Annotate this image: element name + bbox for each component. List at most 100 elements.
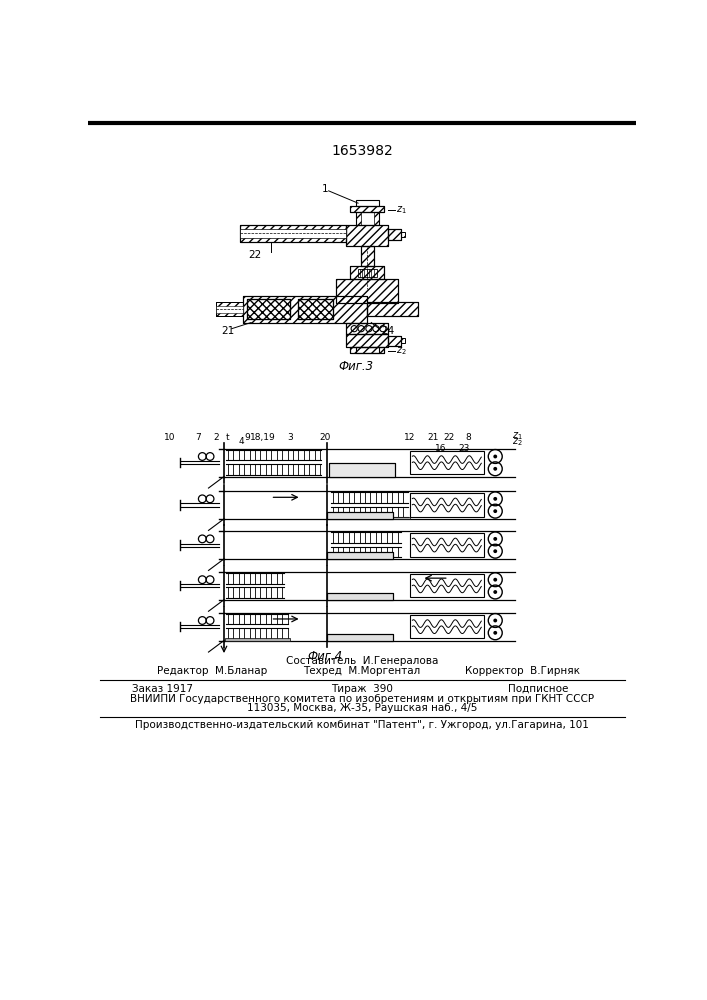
Bar (327, 634, 393, 641)
Bar (401, 232, 404, 237)
Text: t: t (226, 433, 230, 442)
Bar (368, 302, 418, 316)
Circle shape (493, 578, 497, 582)
Bar (247, 299, 290, 319)
Bar (327, 512, 393, 519)
Bar (329, 517, 410, 519)
Bar (298, 299, 332, 319)
Text: 24: 24 (381, 326, 395, 336)
Bar (356, 200, 379, 206)
Text: 22: 22 (443, 433, 455, 442)
Bar (346, 225, 388, 246)
Bar (388, 229, 401, 240)
Bar (346, 323, 388, 334)
Text: Заказ 1917: Заказ 1917 (132, 684, 192, 694)
Bar (337, 279, 398, 303)
Bar (240, 225, 346, 242)
Bar (373, 212, 379, 225)
Bar (388, 229, 401, 240)
Bar (351, 206, 385, 212)
Bar (351, 347, 385, 353)
Bar (298, 299, 332, 319)
Text: 21: 21 (428, 433, 439, 442)
Text: 23: 23 (459, 444, 470, 453)
Text: Редактор  М.Бланар: Редактор М.Бланар (157, 666, 267, 676)
Bar (388, 336, 401, 346)
Text: $z_2$: $z_2$ (513, 436, 523, 448)
Bar (358, 269, 377, 277)
Bar (346, 225, 388, 246)
Bar (337, 279, 398, 303)
Text: 4: 4 (238, 437, 244, 446)
Bar (351, 266, 385, 279)
Bar (329, 463, 395, 477)
Text: 21: 21 (221, 326, 235, 336)
Circle shape (493, 631, 497, 635)
Circle shape (493, 537, 497, 541)
Bar (240, 225, 346, 242)
Text: 8: 8 (465, 433, 471, 442)
Text: 1653982: 1653982 (331, 144, 393, 158)
Text: 7: 7 (196, 433, 201, 442)
Text: 20: 20 (319, 433, 330, 442)
Bar (247, 299, 290, 319)
Text: $z_2$: $z_2$ (396, 345, 407, 357)
Bar (240, 229, 346, 238)
Circle shape (493, 590, 497, 594)
Bar (247, 299, 290, 319)
Bar (361, 246, 373, 266)
Bar (243, 296, 368, 323)
Text: 1: 1 (322, 184, 328, 194)
Circle shape (493, 619, 497, 622)
Text: 113035, Москва, Ж-35, Раушская наб., 4/5: 113035, Москва, Ж-35, Раушская наб., 4/5 (247, 703, 477, 713)
Bar (361, 246, 373, 266)
Text: Составитель  И.Генералова: Составитель И.Генералова (286, 656, 438, 666)
Bar (351, 266, 385, 279)
Text: Фиг.4: Фиг.4 (307, 650, 342, 663)
Text: 3: 3 (287, 433, 293, 442)
Bar (327, 512, 393, 519)
Bar (327, 552, 393, 559)
Bar (356, 347, 379, 353)
Bar (410, 493, 484, 517)
Text: 9: 9 (245, 433, 250, 442)
Bar (225, 638, 290, 641)
Text: Корректор  В.Гирняк: Корректор В.Гирняк (465, 666, 580, 676)
Text: Техред  М.Моргентал: Техред М.Моргентал (303, 666, 421, 676)
Bar (327, 634, 393, 641)
Bar (327, 593, 393, 600)
Bar (216, 302, 243, 316)
Text: Производственно-издательский комбинат "Патент", г. Ужгород, ул.Гагарина, 101: Производственно-издательский комбинат "П… (135, 720, 589, 730)
Text: 2: 2 (214, 433, 219, 442)
Text: ВНИИПИ Государственного комитета по изобретениям и открытиям при ГКНТ СССР: ВНИИПИ Государственного комитета по изоб… (130, 694, 594, 704)
Bar (368, 302, 418, 316)
Bar (298, 299, 332, 319)
Text: 12: 12 (404, 433, 416, 442)
Circle shape (493, 549, 497, 553)
Text: Фиг.3: Фиг.3 (338, 360, 373, 373)
Text: $z_1$: $z_1$ (513, 430, 523, 442)
Bar (346, 323, 388, 334)
Bar (410, 574, 484, 597)
Bar (329, 463, 395, 477)
Text: 10: 10 (164, 433, 175, 442)
Bar (356, 212, 361, 225)
Bar (388, 336, 401, 346)
Bar (356, 212, 379, 225)
Circle shape (493, 497, 497, 501)
Bar (216, 306, 243, 313)
Text: $z_1$: $z_1$ (396, 204, 407, 216)
Circle shape (493, 509, 497, 513)
Text: 22: 22 (248, 250, 262, 260)
Bar (351, 347, 385, 353)
Bar (401, 338, 404, 343)
Text: 18,19: 18,19 (250, 433, 276, 442)
Bar (327, 593, 393, 600)
Circle shape (493, 467, 497, 471)
Circle shape (493, 455, 497, 458)
Bar (410, 533, 484, 557)
Text: Подписное: Подписное (508, 684, 568, 694)
Bar (327, 552, 393, 559)
Text: Тираж  390: Тираж 390 (331, 684, 393, 694)
Bar (346, 334, 388, 347)
